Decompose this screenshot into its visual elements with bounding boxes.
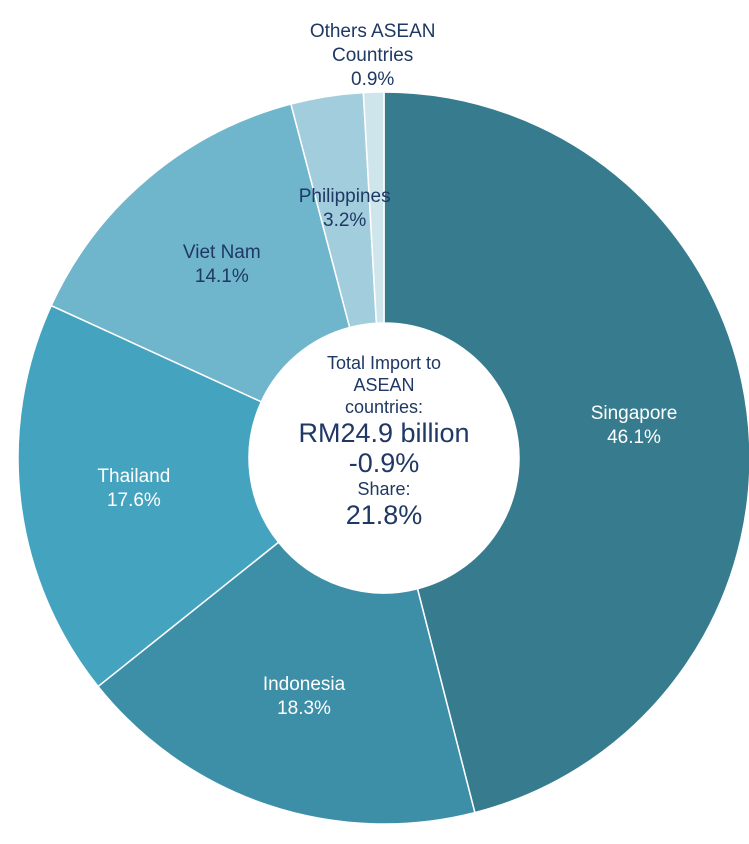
value-label: 17.6% [106, 489, 161, 511]
center-change: -0.9% [348, 448, 420, 478]
slice-label: Others ASEAN Countries 0.9% [298, 20, 448, 92]
category-label: Viet Nam [182, 242, 261, 264]
center-text: Total Import to ASEAN countries: RM24.9 … [274, 352, 494, 530]
value-label: 18.3% [277, 697, 331, 719]
slice [17, 304, 280, 688]
value-label: 0.9% [351, 69, 395, 91]
value-label: 46.1% [607, 427, 661, 449]
slice-label: Viet Nam 14.1% [147, 241, 297, 289]
category-label: Indonesia [262, 673, 346, 695]
slice-label: Singapore 46.1% [559, 402, 709, 450]
slice [383, 91, 749, 814]
center-share: 21.8% [345, 500, 423, 530]
category-label: Thailand [97, 465, 171, 487]
slice [96, 541, 476, 825]
slice-label: Thailand 17.6% [59, 465, 209, 513]
category-label: Philippines [298, 186, 391, 208]
slice [362, 91, 385, 325]
slice-label: Philippines 3.2% [270, 185, 420, 233]
category-label: Others ASEAN Countries [309, 21, 436, 67]
slice-label: Indonesia 18.3% [229, 673, 379, 721]
category-label: Singapore [590, 403, 678, 425]
center-title: Total Import to ASEAN countries: [326, 353, 442, 417]
value-label: 14.1% [194, 266, 249, 288]
center-total: RM24.9 billion [298, 418, 470, 448]
slice [50, 103, 351, 403]
center-share-label: Share: [357, 479, 411, 499]
value-label: 3.2% [323, 210, 367, 232]
